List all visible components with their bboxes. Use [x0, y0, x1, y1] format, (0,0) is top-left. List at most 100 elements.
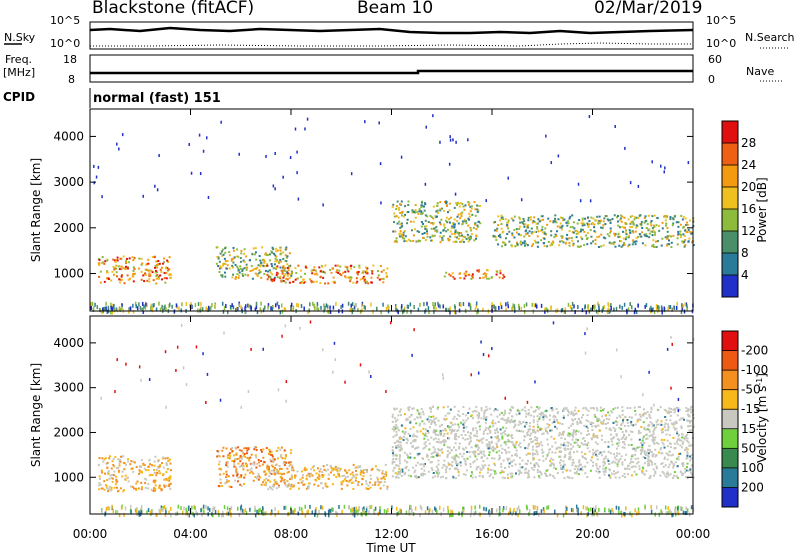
scatter-point [603, 460, 606, 463]
clutter-point [113, 303, 115, 308]
scatter-point [669, 218, 672, 221]
scatter-point [243, 476, 246, 479]
scatter-point [273, 479, 276, 482]
scatter-point [351, 471, 354, 474]
scatter-point [617, 459, 620, 462]
scatter-point [494, 472, 497, 475]
scatter-point [111, 477, 114, 480]
scatter-point [561, 216, 564, 219]
scatter-point [416, 240, 419, 243]
scatter-point [527, 224, 530, 227]
scatter-point [253, 446, 256, 449]
clutter-point [629, 302, 631, 307]
scatter-point [620, 214, 623, 217]
scatter-point [558, 244, 561, 247]
sparse-point [380, 201, 382, 205]
sparse-point [95, 175, 98, 179]
scatter-point [446, 432, 449, 435]
scatter-point [501, 471, 504, 474]
scatter-point [480, 469, 483, 472]
scatter-point [616, 452, 619, 455]
scatter-point [551, 242, 554, 245]
scatter-point [282, 462, 285, 465]
scatter-point [343, 474, 346, 477]
scatter-point [678, 418, 681, 421]
scatter-point [469, 455, 472, 458]
scatter-point [393, 408, 396, 411]
scatter-point [619, 240, 622, 243]
scatter-point [516, 242, 519, 245]
clutter-point [660, 305, 663, 310]
scatter-point [502, 431, 505, 434]
scatter-point [237, 446, 240, 449]
scatter-point [679, 452, 682, 455]
scatter-point [362, 471, 365, 474]
scatter-point [305, 474, 308, 477]
scatter-point [131, 256, 134, 259]
scatter-point [430, 436, 433, 439]
scatter-point [365, 269, 368, 272]
scatter-point [441, 239, 444, 242]
scatter-point [370, 281, 373, 284]
scatter-point [497, 458, 500, 461]
scatter-point [530, 441, 533, 444]
scatter-point [600, 226, 603, 229]
clutter-point [313, 303, 315, 308]
scatter-point [533, 476, 536, 479]
scatter-point [642, 441, 645, 444]
scatter-point [132, 280, 135, 283]
scatter-point [165, 272, 168, 275]
scatter-point [676, 237, 679, 240]
sparse-point [579, 199, 582, 203]
scatter-point [446, 211, 449, 214]
scatter-point [493, 409, 496, 412]
scatter-point [356, 272, 359, 275]
sparse-point [359, 363, 362, 367]
scatter-point [551, 409, 554, 412]
clutter-point [409, 302, 412, 307]
scatter-point [631, 220, 634, 223]
noise-ytick-bottom: 10^0 [50, 37, 81, 50]
scatter-point [430, 222, 433, 225]
scatter-point [620, 220, 623, 223]
scatter-point [641, 448, 644, 451]
scatter-point [315, 472, 318, 475]
clutter-point [681, 506, 683, 511]
scatter-point [414, 216, 417, 219]
clutter-point [570, 507, 573, 512]
scatter-point [498, 219, 501, 222]
scatter-point [380, 481, 383, 484]
scatter-point [523, 406, 526, 409]
scatter-point [621, 421, 624, 424]
scatter-point [165, 463, 168, 466]
scatter-point [666, 237, 669, 240]
scatter-point [565, 221, 568, 224]
scatter-point [560, 443, 563, 446]
clutter-point [488, 509, 491, 514]
scatter-point [462, 413, 465, 416]
scatter-point [299, 282, 302, 285]
scatter-point [609, 221, 612, 224]
clutter-point [165, 307, 167, 312]
scatter-point [116, 259, 119, 262]
scatter-point [469, 462, 472, 465]
scatter-point [308, 472, 311, 475]
scatter-point [664, 422, 667, 425]
scatter-point [620, 245, 623, 248]
scatter-point [500, 465, 503, 468]
scatter-point [284, 273, 287, 276]
clutter-point [181, 510, 184, 515]
scatter-point [155, 474, 158, 477]
colorbar-segment [722, 209, 738, 232]
scatter-point [264, 482, 267, 485]
clutter-point [304, 504, 307, 509]
scatter-point [439, 425, 442, 428]
scatter-point [103, 280, 106, 283]
scatter-point [263, 260, 266, 263]
scatter-point [148, 474, 151, 477]
scatter-point [133, 256, 136, 259]
scatter-point [276, 272, 279, 275]
scatter-point [518, 216, 521, 219]
scatter-point [570, 433, 573, 436]
scatter-point [614, 234, 617, 237]
